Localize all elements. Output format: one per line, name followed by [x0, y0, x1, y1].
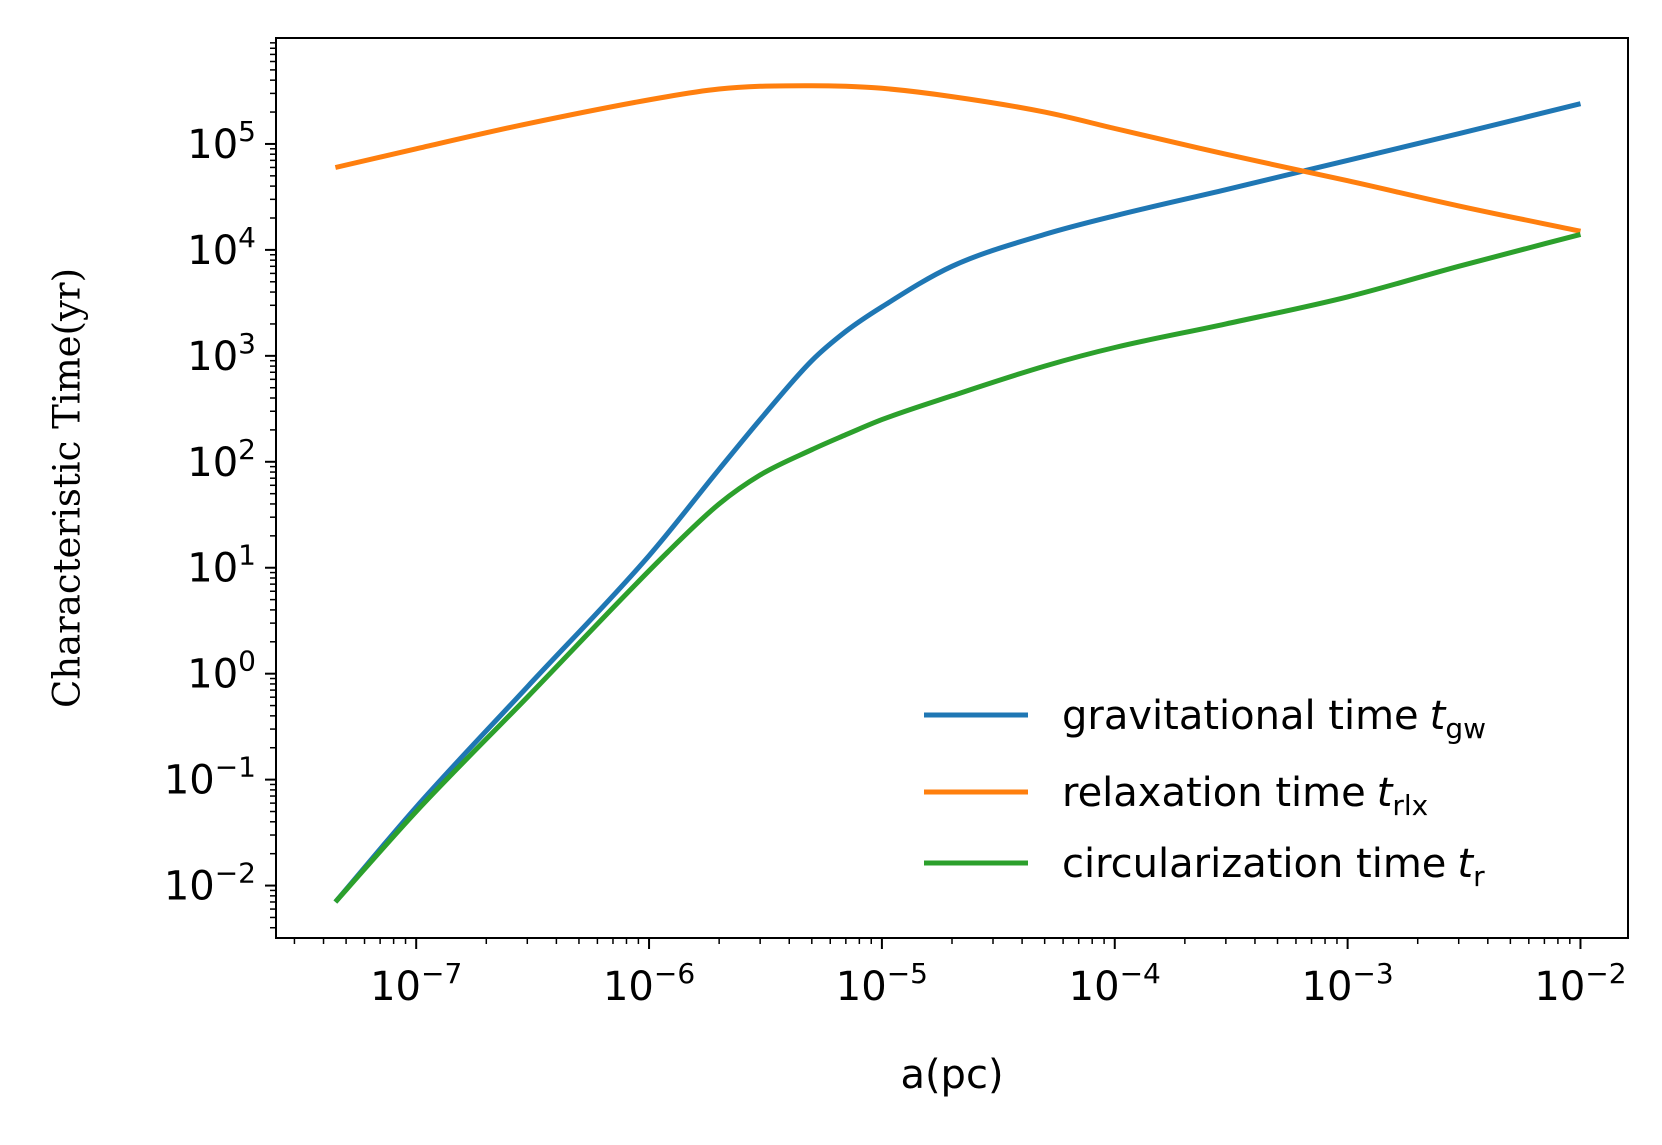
x-tick-label: 10−7	[370, 957, 462, 1010]
y-tick-base: 10	[164, 758, 215, 804]
x-tick-label: 10−2	[1534, 957, 1626, 1010]
y-tick-label: 100	[187, 645, 256, 698]
x-tick-label: 10−5	[836, 957, 928, 1010]
legend-subscript: r	[1473, 860, 1485, 893]
x-tick-exponent: −3	[1352, 957, 1393, 990]
y-tick-label: 103	[187, 327, 256, 380]
legend-subscript: gw	[1445, 712, 1486, 745]
y-tick-base: 10	[187, 546, 238, 592]
y-tick-label: 10−1	[164, 751, 256, 804]
x-tick-base: 10	[603, 964, 654, 1010]
x-axis-ticks: 10−7 10−6 10−5 10−4 10−3 10−2	[370, 938, 1627, 1010]
y-tick-label: 10−2	[164, 857, 256, 910]
y-tick-base: 10	[164, 864, 215, 910]
legend-symbol: t	[1377, 770, 1394, 816]
legend-item-rlx: relaxation time trlx	[924, 770, 1428, 822]
legend-subscript: rlx	[1392, 789, 1428, 822]
y-tick-exponent: 3	[238, 327, 256, 360]
y-tick-exponent: −1	[215, 751, 256, 784]
legend-name: relaxation time	[1062, 770, 1366, 816]
y-tick-base: 10	[187, 122, 238, 168]
minor-ticks	[270, 42, 1571, 944]
x-tick-base: 10	[370, 964, 421, 1010]
x-tick-exponent: −2	[1585, 957, 1626, 990]
y-tick-exponent: −2	[215, 857, 256, 890]
series-line-r	[333, 231, 1582, 904]
y-tick-label: 101	[187, 539, 256, 592]
y-tick-base: 10	[187, 334, 238, 380]
legend-item-r: circularization time tr	[924, 841, 1485, 893]
x-tick-base: 10	[1302, 964, 1353, 1010]
series-line-rlx	[334, 83, 1582, 234]
x-tick-exponent: −7	[421, 957, 462, 990]
x-tick-label: 10−6	[603, 957, 695, 1010]
legend-symbol: t	[1430, 693, 1447, 739]
y-tick-exponent: 0	[238, 645, 256, 678]
series-layer	[333, 83, 1582, 904]
y-tick-label: 102	[187, 433, 256, 486]
y-tick-base: 10	[187, 440, 238, 486]
y-tick-exponent: 4	[238, 221, 256, 254]
x-tick-base: 10	[1534, 964, 1585, 1010]
y-tick-exponent: 2	[238, 433, 256, 466]
x-tick-exponent: −6	[654, 957, 695, 990]
x-tick-base: 10	[836, 964, 887, 1010]
y-axis-label: Characteristic Time(yr)	[46, 268, 89, 708]
legend-symbol: t	[1457, 841, 1474, 887]
y-tick-base: 10	[187, 228, 238, 274]
legend-item-gw: gravitational time tgw	[924, 693, 1486, 745]
legend-label: relaxation time trlx	[1062, 770, 1428, 822]
plot-frame	[275, 37, 1629, 939]
x-tick-exponent: −5	[887, 957, 928, 990]
x-axis-label: a(pc)	[900, 1052, 1003, 1098]
x-tick-base: 10	[1069, 964, 1120, 1010]
y-tick-label: 104	[187, 221, 256, 274]
x-tick-label: 10−4	[1069, 957, 1161, 1010]
legend-label: gravitational time tgw	[1062, 693, 1486, 745]
x-tick-label: 10−3	[1302, 957, 1394, 1010]
legend-name: circularization time	[1062, 841, 1446, 887]
y-tick-base: 10	[187, 652, 238, 698]
series-line-gw	[333, 101, 1582, 904]
y-tick-exponent: 5	[238, 115, 256, 148]
legend-label: circularization time tr	[1062, 841, 1485, 893]
x-tick-exponent: −4	[1120, 957, 1161, 990]
legend-name: gravitational time	[1062, 693, 1419, 739]
y-tick-exponent: 1	[238, 539, 256, 572]
y-tick-label: 105	[187, 115, 256, 168]
